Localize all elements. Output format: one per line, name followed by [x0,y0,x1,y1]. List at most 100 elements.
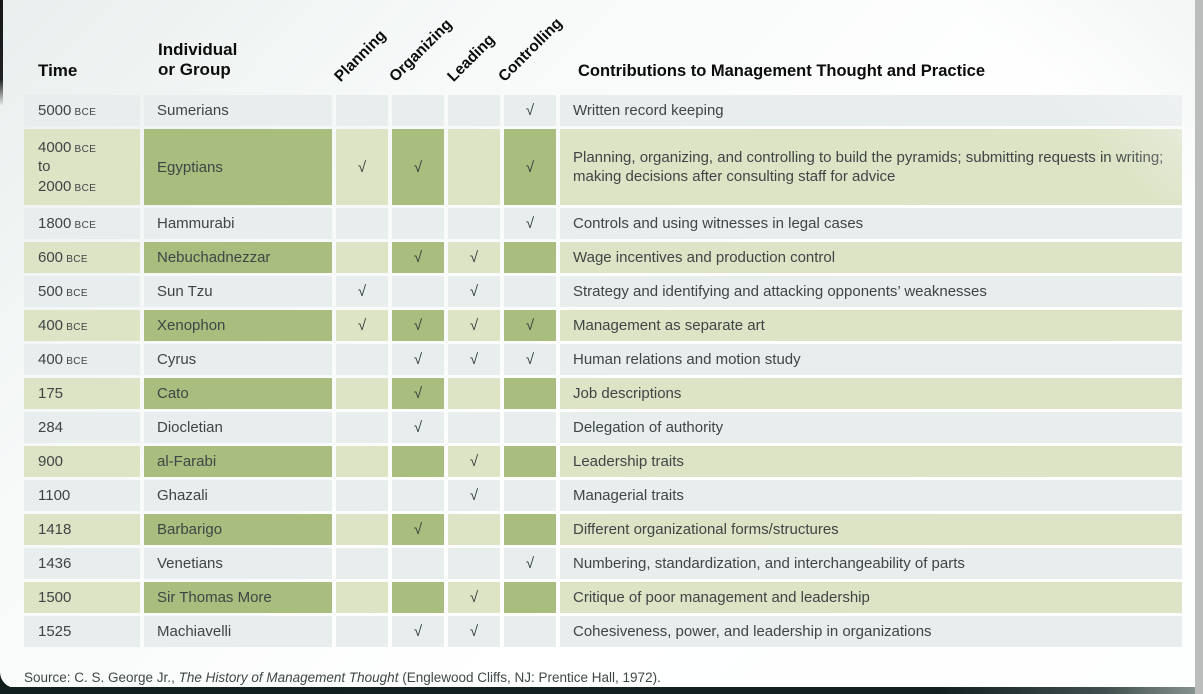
column-header-contributions: Contributions to Management Thought and … [578,62,986,80]
check-cell-organizing: √ [392,344,444,375]
check-cell-controlling [504,616,556,647]
time-cell: 600 BCE [24,242,140,273]
column-header-planning: Planning [331,26,390,86]
time-cell: 1436 [24,548,140,579]
check-mark-icon: √ [413,385,423,402]
check-cell-planning [336,242,388,273]
column-header-individual-or-group: Individual or Group [158,40,237,81]
check-cell-planning: √ [336,129,388,205]
contribution-cell: Written record keeping [560,95,1182,126]
check-cell-organizing [392,548,444,579]
time-cell: 284 [24,412,140,443]
check-cell-leading: √ [448,276,500,307]
column-header-individual-line1: Individual [158,39,238,59]
check-mark-icon: √ [413,317,423,334]
check-cell-controlling [504,378,556,409]
check-cell-leading: √ [448,242,500,273]
check-mark-icon: √ [413,158,423,176]
time-cell: 1525 [24,616,140,647]
check-cell-organizing [392,208,444,239]
name-cell: Diocletian [144,412,332,443]
check-cell-planning [336,548,388,579]
check-cell-organizing [392,446,444,477]
name-cell: Cyrus [144,344,332,375]
era-label: BCE [71,182,97,194]
contribution-cell: Cohesiveness, power, and leadership in o… [560,616,1182,647]
contribution-cell: Leadership traits [560,446,1182,477]
check-mark-icon: √ [413,351,423,368]
check-cell-controlling [504,582,556,613]
check-cell-controlling: √ [504,310,556,341]
check-mark-icon: √ [357,283,367,300]
name-cell: al-Farabi [144,446,332,477]
column-header-time: Time [38,61,78,80]
check-mark-icon: √ [525,317,535,334]
check-cell-organizing [392,582,444,613]
contribution-cell: Strategy and identifying and attacking o… [560,276,1182,307]
check-cell-leading [448,548,500,579]
check-cell-organizing: √ [392,616,444,647]
time-cell: 1500 [24,582,140,613]
check-mark-icon: √ [357,317,367,334]
check-cell-organizing: √ [392,378,444,409]
check-cell-planning [336,480,388,511]
era-label: BCE [63,355,88,367]
contribution-cell: Numbering, standardization, and intercha… [560,548,1182,579]
name-cell: Sir Thomas More [144,582,332,613]
check-mark-icon: √ [469,453,479,470]
check-cell-planning [336,514,388,545]
check-cell-leading [448,378,500,409]
check-mark-icon: √ [469,589,479,606]
name-cell: Ghazali [144,480,332,511]
page-edge-shadow [0,0,3,106]
name-cell: Sumerians [144,95,332,126]
check-cell-planning [336,208,388,239]
check-cell-planning [336,446,388,477]
check-mark-icon: √ [525,555,535,572]
column-header-individual-line2: or Group [158,60,231,80]
name-cell: Venetians [144,548,332,579]
check-mark-icon: √ [469,283,479,300]
contribution-cell: Human relations and motion study [560,344,1182,375]
era-label: BCE [63,321,88,333]
check-mark-icon: √ [525,102,535,119]
check-cell-organizing: √ [392,514,444,545]
check-cell-leading: √ [448,582,500,613]
check-cell-controlling [504,242,556,273]
check-cell-planning [336,344,388,375]
name-cell: Sun Tzu [144,276,332,307]
check-cell-controlling: √ [504,548,556,579]
contribution-cell: Job descriptions [560,378,1182,409]
check-mark-icon: √ [469,249,479,266]
check-cell-leading [448,514,500,545]
time-cell: 1418 [24,514,140,545]
check-cell-leading: √ [448,480,500,511]
time-cell: 1100 [24,480,140,511]
name-cell: Cato [144,378,332,409]
time-cell: 900 [24,446,140,477]
contribution-cell: Managerial traits [560,480,1182,511]
check-cell-planning [336,582,388,613]
contribution-cell: Controls and using witnesses in legal ca… [560,208,1182,239]
check-mark-icon: √ [469,351,479,368]
check-cell-controlling [504,514,556,545]
check-cell-controlling [504,446,556,477]
time-cell: 5000 BCE [24,95,140,126]
check-cell-organizing [392,276,444,307]
page-bottom-rule [0,687,1203,694]
check-cell-planning [336,95,388,126]
check-cell-organizing: √ [392,310,444,341]
check-cell-controlling [504,480,556,511]
era-label: BCE [63,253,88,265]
check-cell-organizing [392,480,444,511]
check-cell-organizing: √ [392,412,444,443]
source-prefix: Source: C. S. George Jr., [24,670,179,685]
check-mark-icon: √ [525,351,535,368]
check-cell-leading: √ [448,616,500,647]
check-cell-controlling: √ [504,344,556,375]
time-cell: 400 BCE [24,310,140,341]
time-cell: 4000 BCE to 2000 BCE [24,129,140,205]
column-header-leading: Leading [444,31,499,86]
check-mark-icon: √ [469,623,479,640]
